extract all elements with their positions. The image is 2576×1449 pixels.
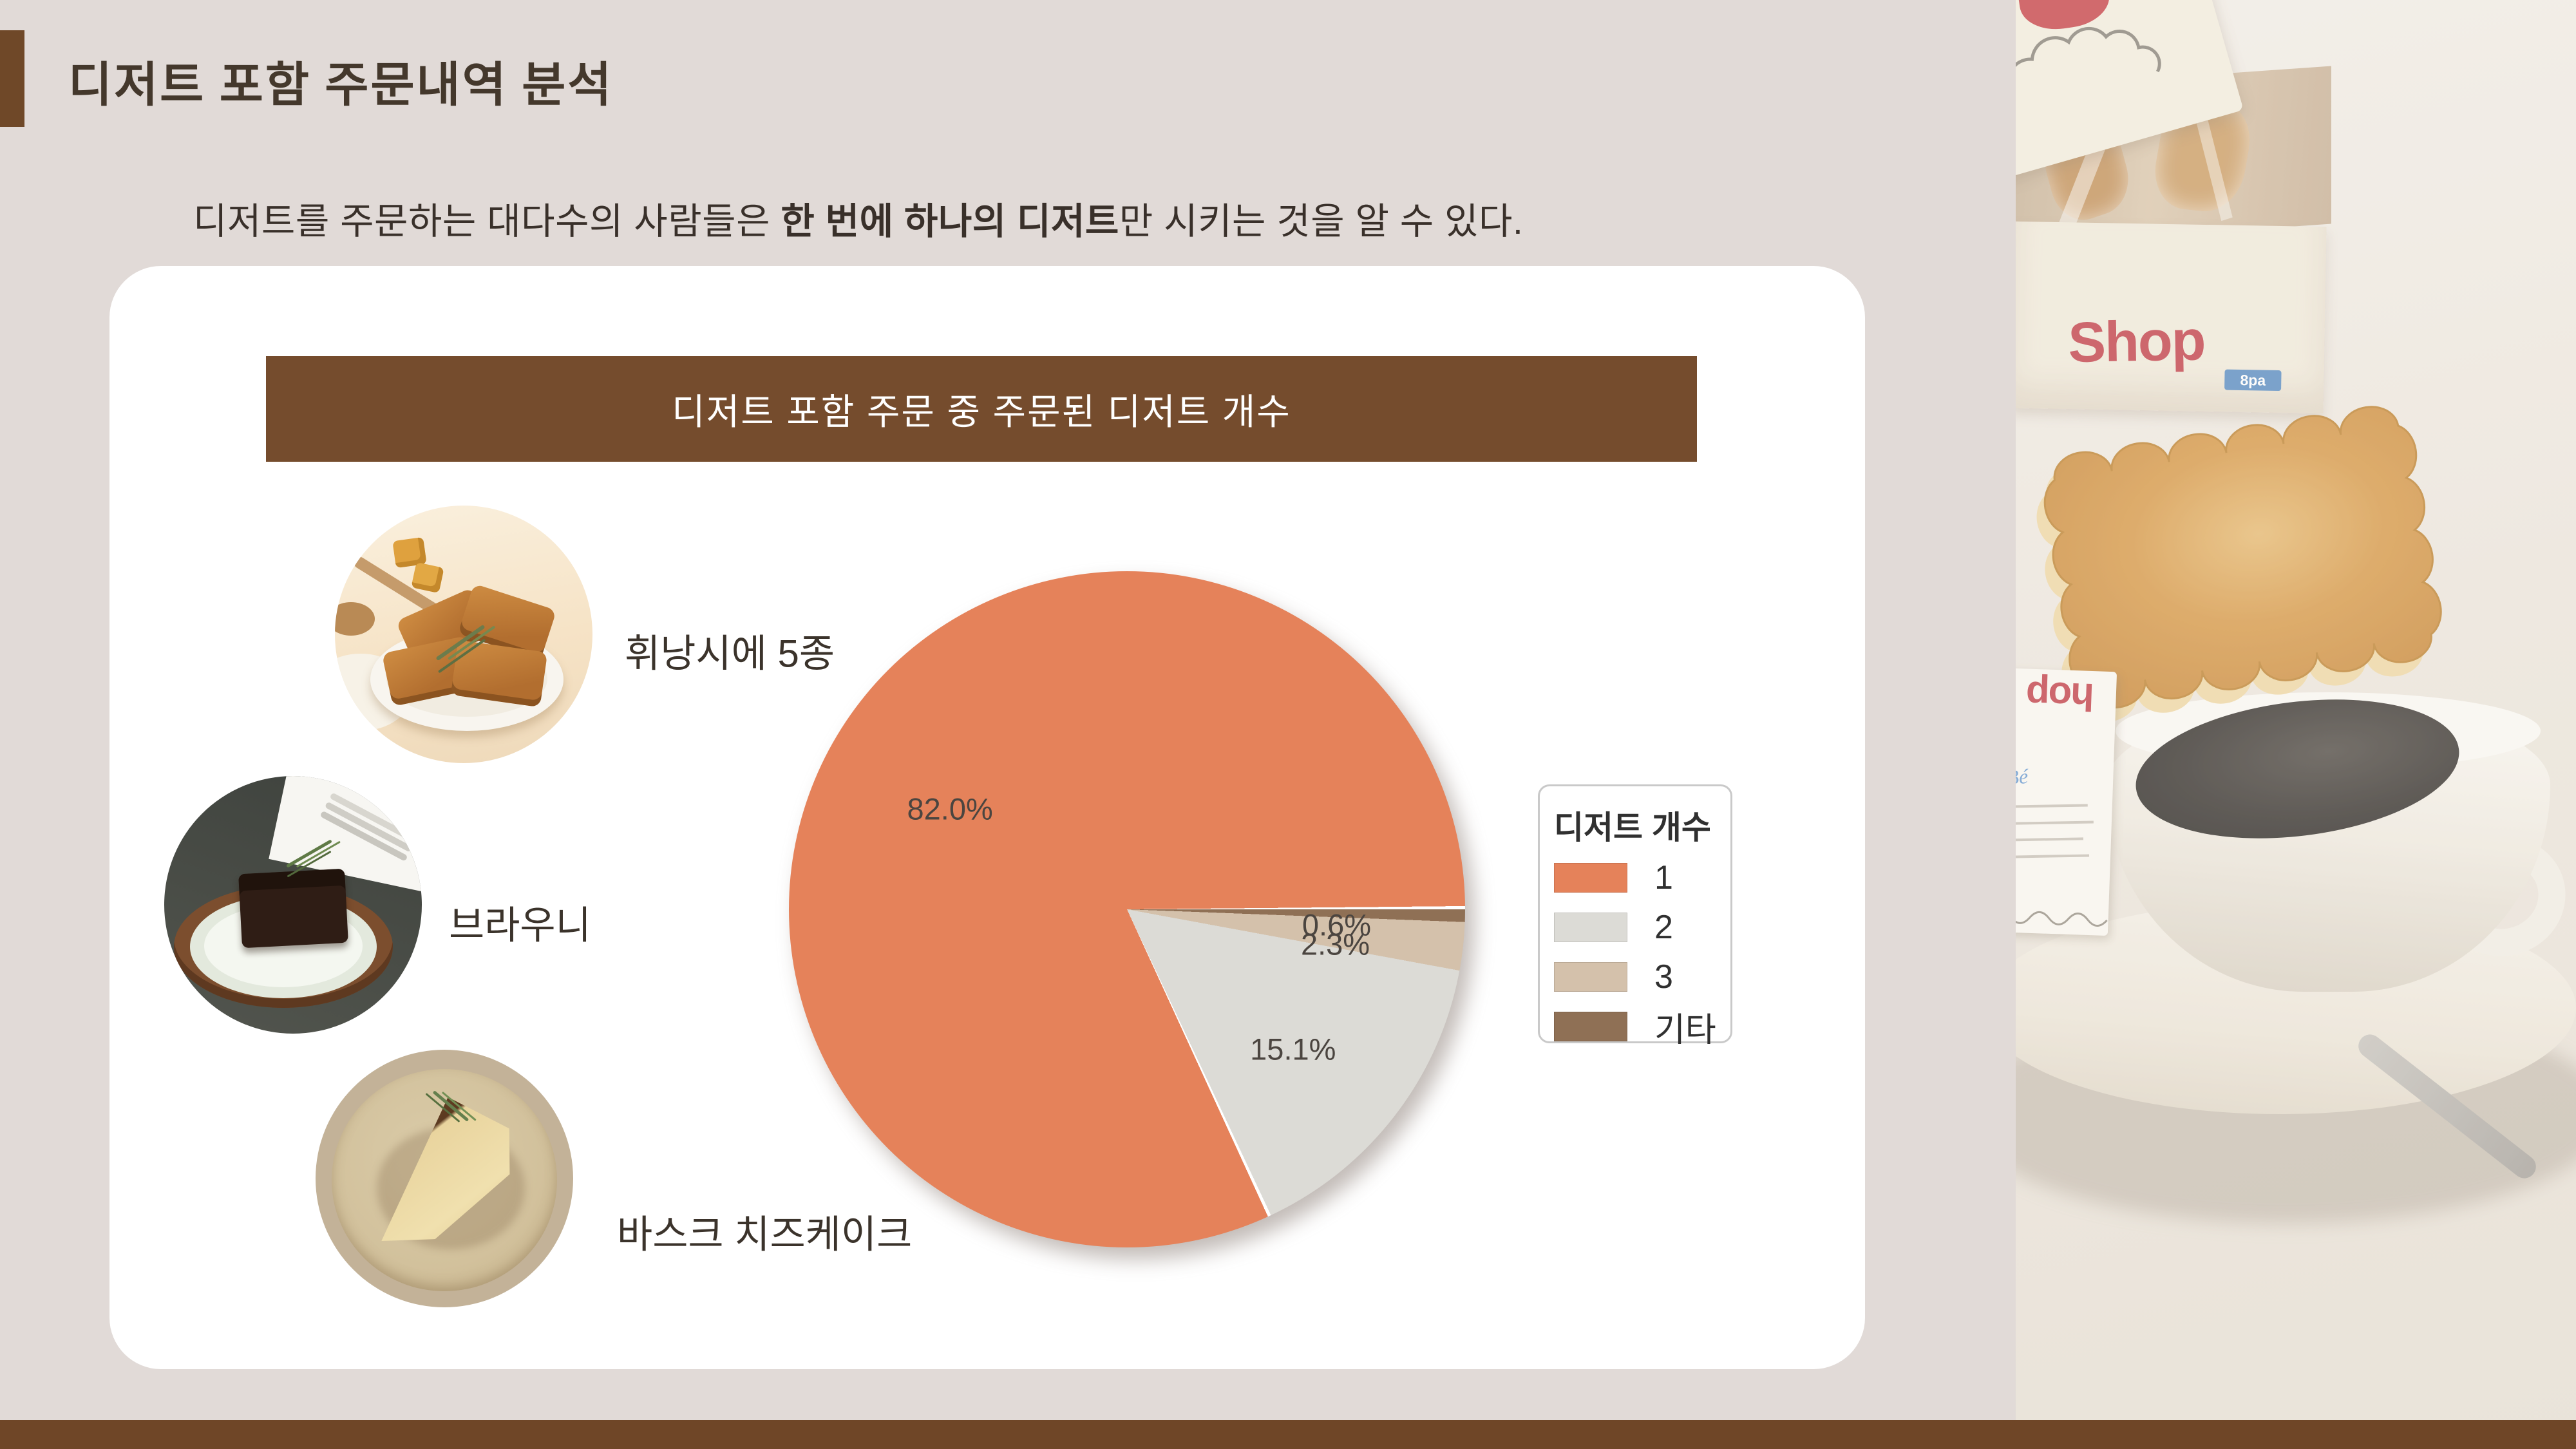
subtitle-bold: 한 번에 하나의 디저트	[781, 201, 1119, 242]
card-scallop-edge	[2016, 909, 2108, 927]
pie	[789, 571, 1465, 1247]
pie-percent-label: 82.0%	[907, 791, 993, 826]
cheesecake-photo	[316, 1050, 573, 1307]
subtitle: 디저트를 주문하는 대다수의 사람들은 한 번에 하나의 디저트만 시키는 것을…	[193, 192, 1523, 245]
financier-photo	[335, 506, 592, 763]
chart-title-banner: 디저트 포함 주문 중 주문된 디저트 개수	[266, 356, 1697, 462]
pie-percent-label: 2.3%	[1300, 927, 1370, 961]
cookie-box-lid	[2016, 0, 2244, 192]
pie-percent-label: 15.1%	[1250, 1032, 1336, 1066]
legend-label: 기타	[1654, 1011, 1716, 1049]
footer-bar	[0, 1420, 2576, 1449]
legend-swatch	[1554, 863, 1627, 893]
food-label-brownie: 브라우니	[449, 904, 591, 947]
card-text-line	[2016, 837, 2083, 842]
shop-card: hop Bé	[2016, 667, 2117, 936]
pie-area: 82.0% 15.1% 2.3% 0.6%	[789, 571, 1465, 1247]
subtitle-post: 만 시키는 것을 알 수 있다.	[1119, 201, 1524, 242]
subtitle-pre: 디저트를 주문하는 대다수의 사람들은	[193, 201, 781, 242]
legend-swatch	[1554, 1012, 1627, 1041]
legend-row: 1	[1554, 859, 1718, 896]
title-accent-bar	[0, 30, 24, 127]
legend-swatch	[1554, 962, 1627, 992]
legend-label: 2	[1654, 909, 1673, 946]
legend-title: 디저트 개수	[1554, 810, 1711, 846]
cookie-box-front: Shop 8pa	[2016, 221, 2327, 414]
page-title: 디저트 포함 주문내역 분석	[68, 59, 614, 112]
legend-label: 1	[1654, 859, 1673, 896]
card-text-line	[2016, 820, 2094, 825]
pie-percent-label: 0.6%	[1302, 907, 1372, 942]
wooden-spoon-bowl	[335, 602, 375, 636]
decorative-photo: Shop 8pa hop Bé	[2016, 0, 2576, 1449]
box-brand-text: Shop	[2067, 308, 2206, 374]
brownie-photo	[164, 776, 422, 1034]
card-text-line	[2016, 854, 2090, 858]
scalloped-cookie	[2036, 406, 2442, 722]
card-script-text: Bé	[2016, 764, 2029, 790]
card-brand-text: hop	[2026, 673, 2095, 719]
legend-row: 3	[1554, 958, 1718, 996]
legend-swatch	[1554, 913, 1627, 942]
legend-row: 2	[1554, 909, 1718, 946]
food-label-cheesecake: 바스크 치즈케이크	[617, 1213, 913, 1256]
legend-label: 3	[1654, 958, 1673, 996]
chart-legend: 디저트 개수 1 2 3 기타	[1538, 784, 1732, 1049]
legend-row: 기타	[1554, 1012, 1718, 1049]
card-text-line	[2016, 804, 2088, 808]
lid-cloud-outline	[2016, 26, 2161, 126]
brownie-cake	[238, 868, 348, 949]
food-label-financier: 휘낭시에 5종	[625, 632, 835, 676]
